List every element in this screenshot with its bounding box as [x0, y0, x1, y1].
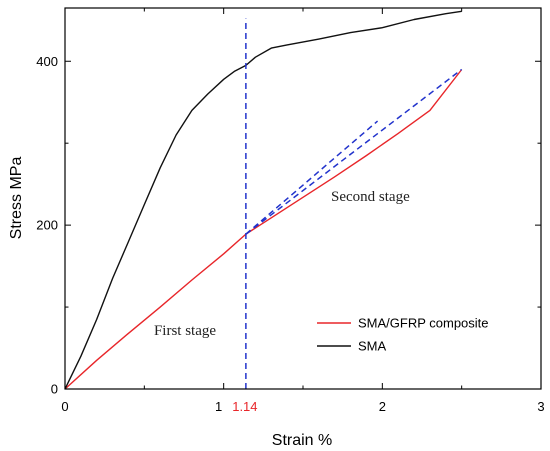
- legend: SMA/GFRP composite SMA: [317, 316, 489, 354]
- x-axis-label: Strain %: [272, 432, 332, 449]
- y-tick-label: 400: [36, 54, 58, 69]
- y-axis-label: Stress MPa: [8, 157, 25, 240]
- axes: [64, 7, 542, 390]
- reference-lines: [245, 18, 463, 389]
- y-tick-label: 0: [51, 382, 58, 397]
- x-tick-label: 3: [537, 399, 544, 414]
- ticks: 0 1 2 3 0 200 400: [36, 8, 545, 414]
- first-stage-annotation: First stage: [154, 323, 216, 339]
- legend-label-composite: SMA/GFRP composite: [358, 316, 489, 331]
- series-layer: [64, 10, 463, 390]
- x-tick-label: 0: [61, 399, 68, 414]
- dashed-trend-line-1: [245, 120, 379, 235]
- second-stage-annotation: Second stage: [331, 189, 410, 205]
- plot-frame: [64, 7, 542, 390]
- legend-label-sma: SMA: [358, 339, 387, 354]
- series-line-sma: [64, 10, 462, 390]
- y-tick-label: 200: [36, 218, 58, 233]
- dashed-trend-line-2: [245, 68, 463, 235]
- x-tick-label: 1: [215, 399, 222, 414]
- strain-1-14-annotation: 1.14: [232, 399, 257, 414]
- x-tick-label: 2: [379, 399, 386, 414]
- series-line-composite: [64, 69, 463, 390]
